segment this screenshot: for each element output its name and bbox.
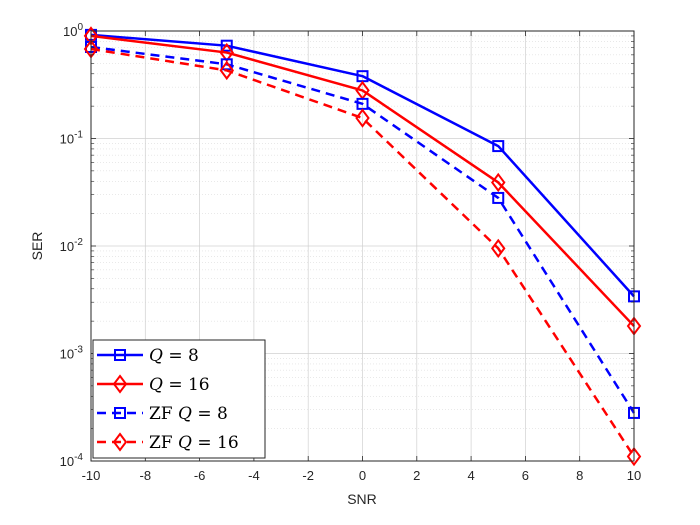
y-tick-label: 10-1 bbox=[60, 130, 84, 147]
y-axis-label: SER bbox=[29, 232, 45, 261]
y-tick-label: 10-4 bbox=[60, 452, 84, 469]
y-tick-label: 10-2 bbox=[60, 237, 84, 254]
legend-label-zf-q-16: ZF Q = 16 bbox=[149, 433, 239, 453]
data-point-zf-q-16 bbox=[491, 238, 506, 259]
x-tick-label: -2 bbox=[302, 468, 314, 483]
x-tick-label: 4 bbox=[467, 468, 474, 483]
series-line-q-8 bbox=[90, 33, 635, 298]
x-tick-label: 0 bbox=[359, 468, 366, 483]
x-tick-label: 10 bbox=[627, 468, 641, 483]
data-point-q-8 bbox=[492, 140, 505, 153]
x-tick-label: -8 bbox=[140, 468, 152, 483]
data-point-zf-q-8 bbox=[492, 191, 505, 204]
data-point-zf-q-16 bbox=[355, 108, 370, 128]
y-tick-label: 100 bbox=[63, 22, 83, 39]
x-tick-label: -6 bbox=[194, 468, 206, 483]
legend: Q = 8 Q = 16 ZF Q = 8 ZF Q = 16 bbox=[92, 339, 266, 459]
x-tick-label: 8 bbox=[576, 468, 583, 483]
x-tick-labels: -10 -8 -6 -4 -2 0 2 4 6 8 10 bbox=[82, 468, 642, 483]
x-axis-label: SNR bbox=[347, 491, 377, 507]
x-tick-label: -10 bbox=[82, 468, 101, 483]
legend-marker-q-16 bbox=[112, 374, 128, 394]
series-line-zf-q-8 bbox=[90, 45, 636, 414]
data-point-q-16 bbox=[491, 172, 506, 193]
x-tick-label: -4 bbox=[248, 468, 260, 483]
legend-label-q-16: Q = 16 bbox=[149, 375, 210, 395]
legend-marker-q-8 bbox=[114, 349, 126, 361]
series-line-zf-q-16 bbox=[90, 47, 636, 458]
x-tick-label: 6 bbox=[522, 468, 529, 483]
legend-label-q-8: Q = 8 bbox=[149, 346, 199, 366]
y-tick-labels: 10-4 10-3 10-2 10-1 100 bbox=[60, 22, 84, 469]
legend-marker-zf-q-8 bbox=[114, 407, 126, 419]
axis-ticks bbox=[90, 30, 635, 462]
data-point-zf-q-16 bbox=[219, 60, 234, 81]
data-point-q-16 bbox=[219, 42, 234, 63]
y-tick-label: 10-3 bbox=[60, 345, 84, 362]
data-point-zf-q-16 bbox=[626, 446, 642, 467]
x-tick-label: 2 bbox=[413, 468, 420, 483]
legend-marker-zf-q-16 bbox=[112, 432, 128, 452]
data-point-q-8 bbox=[220, 39, 233, 52]
legend-label-zf-q-8: ZF Q = 8 bbox=[149, 404, 228, 424]
series-line-q-16 bbox=[90, 34, 635, 327]
